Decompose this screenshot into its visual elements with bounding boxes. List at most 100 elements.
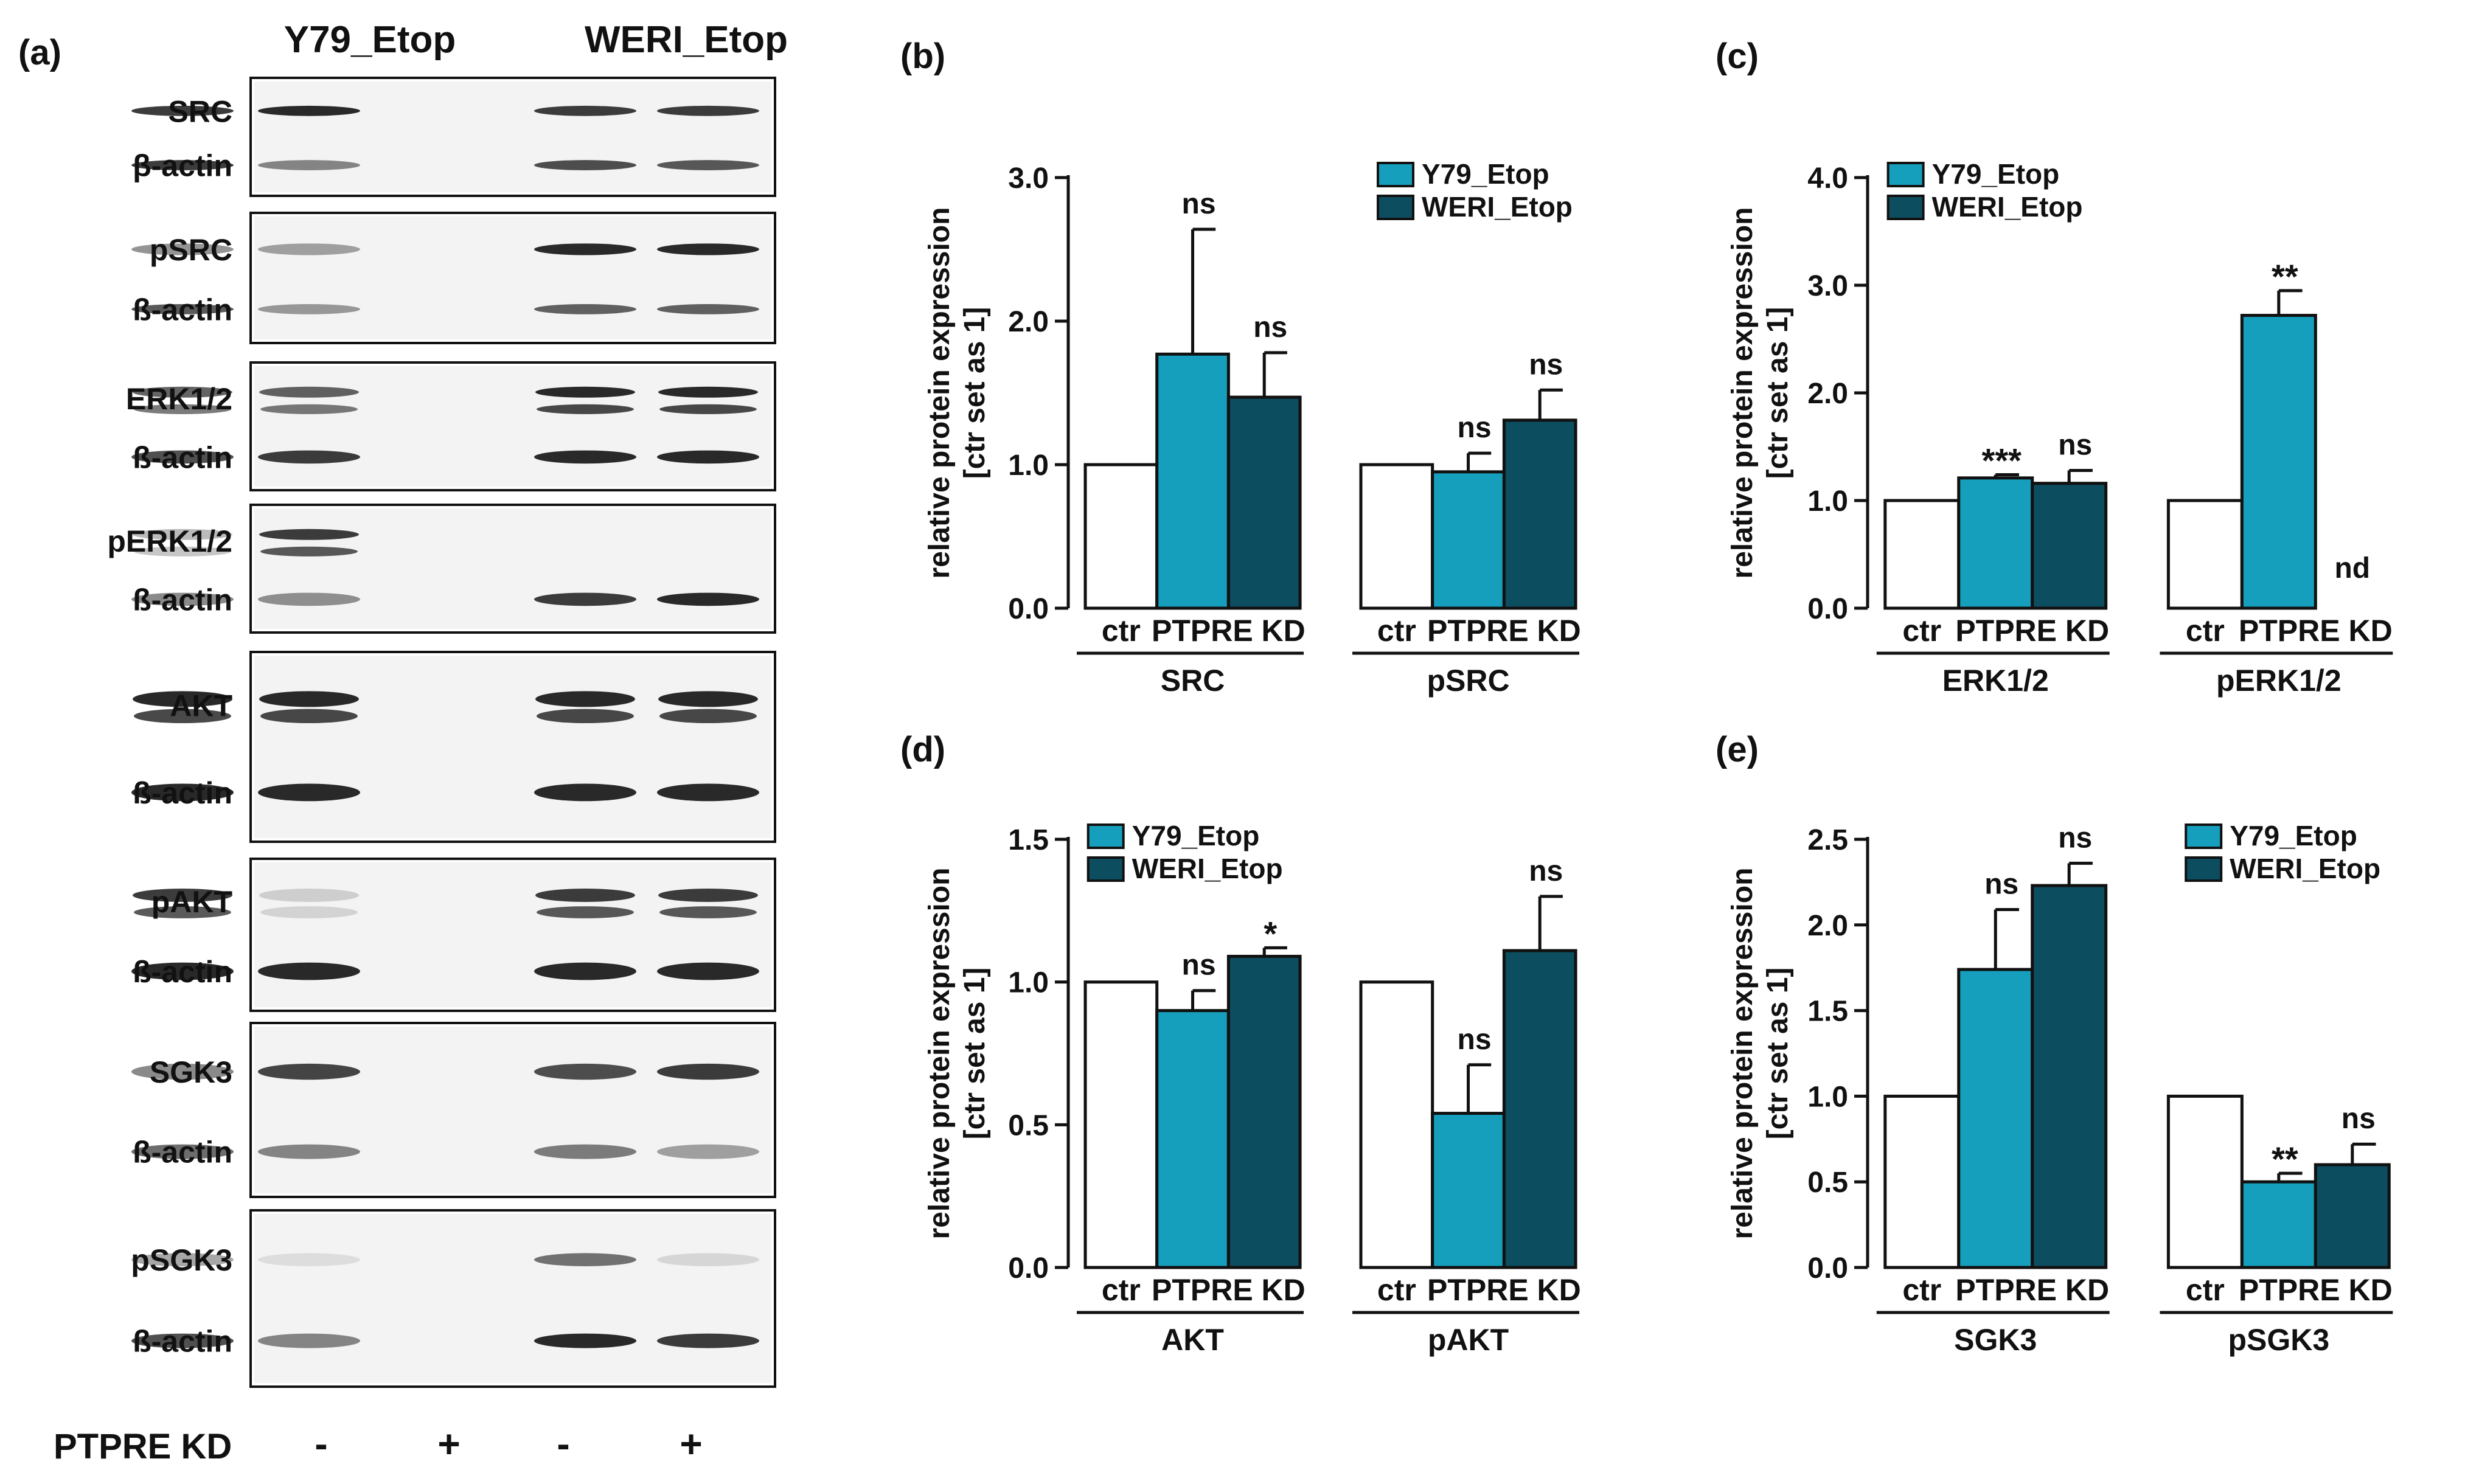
actin-band (657, 303, 759, 314)
protein-band (658, 691, 758, 707)
blot-label-psgk3: pSGK3 (131, 1243, 232, 1277)
protein-band (133, 386, 232, 398)
protein-band (258, 1063, 360, 1080)
x-label-ctr: ctr (1102, 1273, 1141, 1307)
significance-label: * (1264, 914, 1277, 952)
protein-band (131, 105, 234, 116)
blot-box-7: SGK3 ß-actin (131, 1022, 776, 1198)
protein-band (658, 889, 758, 902)
blot-box-5: AKT ß-actin (131, 651, 776, 843)
actin-band (534, 1333, 636, 1348)
actin-band (258, 592, 360, 606)
kd-sign-lane-1: - (315, 1422, 327, 1466)
protein-band (657, 1253, 759, 1266)
protein-band (534, 1063, 636, 1080)
actin-band (657, 592, 759, 606)
protein-band (534, 1253, 636, 1266)
bar-pakt-ctr (1359, 980, 1434, 1269)
blot-label-actin: ß-actin (133, 440, 232, 474)
x-label-ptpre-kd: PTPRE KD (2239, 614, 2393, 648)
bar-perk12-ctr (2166, 499, 2244, 610)
actin-band (131, 592, 234, 606)
protein-band (259, 889, 359, 902)
bar-sgk3-ctr (1883, 1094, 1961, 1269)
bar-charts: (b) 0.0 1.0 2.0 3.0 relative protein expressi… (900, 36, 2393, 1357)
blot-film (254, 862, 771, 1007)
y-tick-label: 0.5 (1008, 1109, 1049, 1142)
significance-label: nd (2334, 552, 2370, 584)
legend-swatch-y79etop (1086, 823, 1125, 849)
bar-perk12-y79etop (2240, 314, 2317, 610)
protein-band (659, 906, 757, 918)
y-tick-label: 4.0 (1807, 162, 1848, 195)
protein-band (134, 906, 231, 918)
bar-akt-ctr (1083, 980, 1159, 1269)
protein-band (659, 404, 757, 414)
bar-pakt-y79etop (1431, 1112, 1506, 1269)
blot-film (254, 81, 771, 192)
legend-swatch-werietop (1377, 195, 1415, 220)
x-label-ptpre-kd: PTPRE KD (1955, 1273, 2109, 1307)
actin-band (131, 783, 234, 802)
significance-label: ns (1182, 949, 1216, 982)
x-label-ctr: ctr (1102, 614, 1141, 648)
blot-label-actin: ß-actin (133, 776, 232, 810)
significance-label: ** (2272, 1140, 2298, 1178)
bar-psgk3-werietop (2314, 1163, 2391, 1269)
protein-band (133, 529, 232, 540)
group-label-pakt: pAKT (1428, 1323, 1509, 1357)
protein-band (259, 691, 359, 707)
bar-akt-y79etop (1155, 1009, 1230, 1269)
protein-band (537, 404, 634, 414)
protein-band (657, 105, 759, 116)
blot-box-1: SRC β-actin (131, 77, 776, 197)
legend-label-y79etop: Y79_Etop (2230, 820, 2357, 851)
protein-band (537, 709, 634, 724)
protein-band (133, 691, 232, 707)
y-axis-label-line2: [ctr set as 1] (959, 968, 991, 1140)
group-label-y79: Y79_Etop (284, 19, 456, 61)
legend-label-werietop: WERI_Etop (1132, 853, 1283, 884)
blot-label-actin: ß-actin (133, 955, 232, 989)
protein-band (133, 889, 232, 902)
x-label-ptpre-kd: PTPRE KD (1955, 614, 2109, 648)
y-axis-label-line1: relative protein expression (1726, 868, 1759, 1240)
legend-label-y79etop: Y79_Etop (1932, 158, 2060, 190)
blot-label-actin: ß-actin (133, 1136, 232, 1170)
bar-sgk3-werietop (2031, 884, 2108, 1269)
blot-label-actin: ß-actin (133, 583, 232, 617)
blot-film (254, 656, 771, 838)
actin-band (131, 962, 234, 980)
bar-src-y79etop (1155, 352, 1230, 610)
bar-psrc-y79etop (1431, 470, 1506, 610)
blot-label-pakt: pAKT (151, 885, 232, 919)
actin-band (258, 303, 360, 314)
group-label-src: SRC (1161, 664, 1225, 698)
protein-band (657, 243, 759, 255)
protein-band (657, 1063, 759, 1080)
protein-band (259, 386, 359, 398)
y-tick-label: 0.0 (1008, 1252, 1049, 1285)
blot-film (254, 1214, 771, 1383)
y-tick-label: 2.0 (1008, 306, 1049, 338)
actin-band (657, 783, 759, 802)
bar-erk12-werietop (2031, 482, 2108, 610)
significance-label: ns (2342, 1103, 2376, 1135)
significance-label: ** (2272, 257, 2298, 296)
group-label-akt: AKT (1161, 1323, 1224, 1357)
bar-src-werietop (1226, 395, 1302, 610)
x-label-ptpre-kd: PTPRE KD (2239, 1273, 2393, 1307)
blot-box-6: pAKT ß-actin (131, 858, 776, 1012)
bar-akt-werietop (1226, 954, 1302, 1269)
actin-band (534, 783, 636, 802)
blot-label-actin: ß-actin (133, 1325, 232, 1359)
blot-box-8: pSGK3 ß-actin (131, 1209, 776, 1388)
actin-band (534, 1144, 636, 1159)
panel-label-d: (d) (900, 730, 945, 769)
y-tick-label: 1.0 (1807, 1081, 1848, 1113)
actin-band (657, 160, 759, 170)
bar-sgk3-y79etop (1957, 968, 2034, 1269)
protein-band (535, 889, 635, 902)
actin-band (131, 160, 234, 170)
